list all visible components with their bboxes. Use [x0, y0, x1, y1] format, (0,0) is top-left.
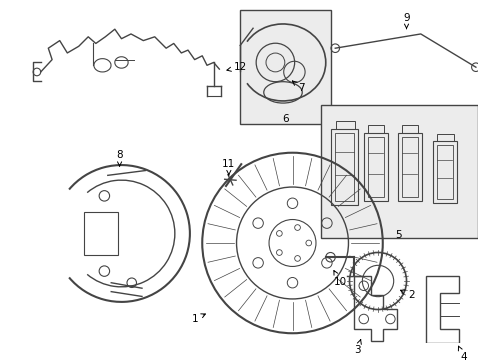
Bar	[368, 125, 384, 133]
Text: 7: 7	[293, 81, 304, 93]
Text: 5: 5	[395, 230, 402, 240]
Text: 6: 6	[283, 114, 289, 125]
Text: 4: 4	[459, 346, 467, 360]
Text: 9: 9	[403, 13, 410, 28]
Bar	[336, 121, 355, 129]
Bar	[437, 145, 453, 199]
Text: 8: 8	[116, 150, 123, 166]
FancyBboxPatch shape	[240, 10, 331, 124]
Text: 2: 2	[400, 290, 415, 300]
Bar	[335, 133, 354, 201]
Text: 1: 1	[191, 314, 205, 324]
Bar	[331, 129, 358, 205]
Text: 11: 11	[222, 159, 236, 175]
Bar	[398, 133, 422, 201]
Text: 12: 12	[227, 62, 247, 72]
Bar	[402, 136, 418, 197]
Bar	[433, 141, 457, 203]
Text: 10: 10	[334, 271, 346, 287]
FancyBboxPatch shape	[321, 105, 478, 238]
Bar	[368, 136, 384, 197]
Text: 3: 3	[354, 339, 361, 355]
Bar	[402, 125, 418, 133]
Bar	[364, 133, 388, 201]
Bar	[437, 134, 454, 141]
